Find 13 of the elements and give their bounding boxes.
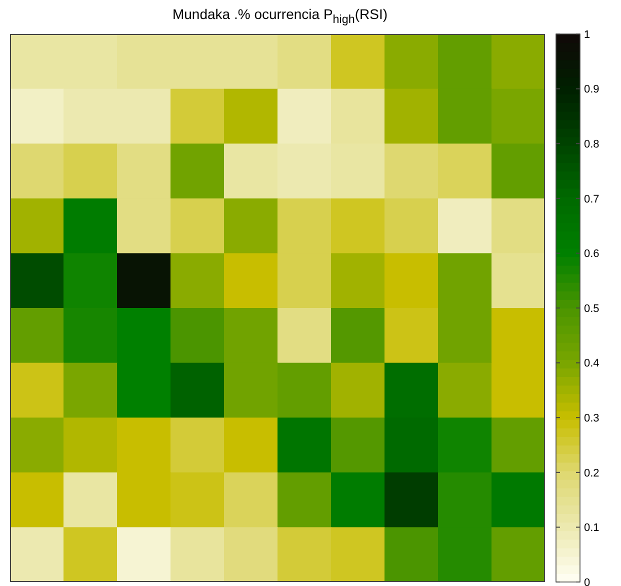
color-scale: 0 0.1 0.2 0.3 0.4 0.5 0.6 0.7 0.8 0.9 1 <box>548 30 618 586</box>
color-bar-label: 0.9 <box>584 84 600 96</box>
color-bar-label: 0.4 <box>584 358 600 370</box>
color-bar-label: 0 <box>584 576 590 586</box>
color-bar-label: 0.3 <box>584 412 600 424</box>
chart-title: Mundaka .% ocurrencia P$_{high}$(RSI) <box>171 6 389 26</box>
color-bar-label: 0.2 <box>584 467 600 480</box>
color-bar-label: 0.5 <box>584 302 600 315</box>
color-bar-label: 0.8 <box>584 138 600 150</box>
color-bar-label: 1 <box>584 28 590 41</box>
color-bar-label: 0.7 <box>584 193 600 206</box>
color-bar-label: 0.1 <box>584 522 600 534</box>
color-bar-label: 0.6 <box>584 248 600 260</box>
